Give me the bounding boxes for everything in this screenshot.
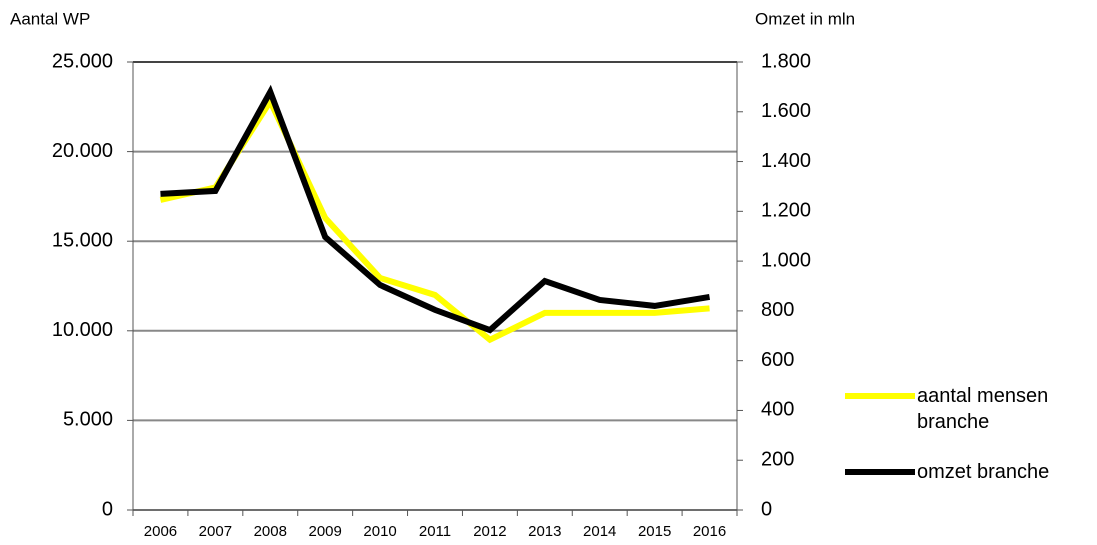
legend-label: aantal mensen branche <box>917 385 1049 433</box>
legend-label: omzet branche <box>917 461 1050 483</box>
y2-tick-label: 400 <box>761 399 794 421</box>
y2-tick-label: 0 <box>761 498 772 520</box>
x-tick-label: 2007 <box>199 523 232 540</box>
series-line <box>160 84 711 334</box>
x-tick-label: 2016 <box>693 523 726 540</box>
x-tick-label: 2006 <box>144 523 177 540</box>
x-tick-label: 2008 <box>254 523 287 540</box>
y2-tick-label: 1.000 <box>761 249 811 271</box>
y2-tick-label: 1.800 <box>761 50 811 72</box>
y2-axis-title: Omzet in mln <box>755 9 855 28</box>
y2-tick-label: 1.400 <box>761 150 811 172</box>
x-tick-label: 2011 <box>419 523 451 540</box>
x-tick-label: 2013 <box>528 523 561 540</box>
y-axis-title: Aantal WP <box>10 9 90 28</box>
y2-tick-label: 800 <box>761 299 794 321</box>
x-tick-label: 2009 <box>308 523 341 540</box>
y-tick-label: 25.000 <box>52 50 113 72</box>
y-tick-label: 15.000 <box>52 229 113 251</box>
y-tick-label: 10.000 <box>52 319 113 341</box>
y2-tick-label: 600 <box>761 349 794 371</box>
y-tick-label: 0 <box>102 498 113 520</box>
x-tick-label: 2010 <box>363 523 396 540</box>
x-tick-label: 2015 <box>638 523 671 540</box>
x-tick-label: 2012 <box>473 523 506 540</box>
x-tick-label: 2014 <box>583 523 616 540</box>
y-tick-label: 20.000 <box>52 140 113 162</box>
y2-tick-label: 200 <box>761 449 794 471</box>
y-tick-label: 5.000 <box>63 409 113 431</box>
y2-tick-label: 1.200 <box>761 200 811 222</box>
y2-tick-label: 1.600 <box>761 100 811 122</box>
